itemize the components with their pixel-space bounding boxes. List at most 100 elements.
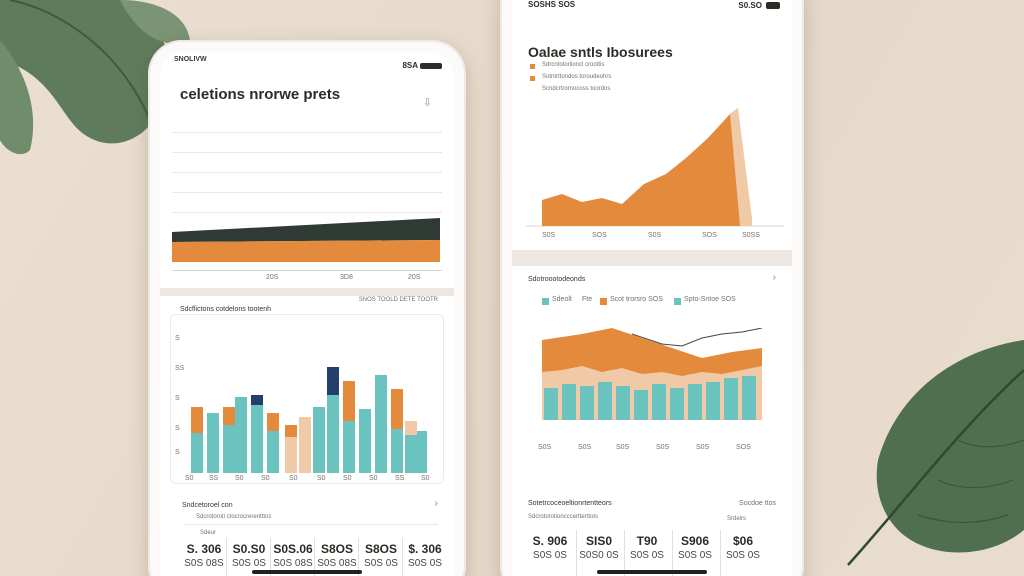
right-phone: SOSHS SOS S0.SO Oalae sntls Ibosurees Sd… [500,0,804,576]
grid-line [172,192,442,193]
legend-swatch [530,64,535,69]
stat-cell: S906 S0S 0S [672,530,721,576]
bar-section-header-right: SNOS TOOLD DETE TOOTR [358,297,438,303]
bar [670,388,684,420]
section-separator [160,288,454,296]
left-phone-screen: SNOLIVW 8SA celetions nrorwe prets ⇩ 20S… [160,52,454,576]
area-chart [526,108,784,227]
stat-label: S0S 08S [273,558,313,569]
y-tick-label: SS [175,365,185,372]
stat-cell: S8OS S0S 0S [358,538,403,576]
bar-chart-card: S SS S S S [170,314,444,484]
stats-tag: Sdeur [200,530,217,536]
stats-section-subtitle: Sdcrotoroti ctocrocrerentttos [196,514,272,520]
stats-section-subtitle: Sdcrotorotioncccertterttots [528,514,599,520]
bar [191,407,203,433]
bar [235,397,247,473]
y-tick-label: S [175,335,180,342]
stat-value: S8OS [320,542,353,556]
bar [391,389,403,429]
bar [191,433,203,473]
stat-label: S0S 0S [726,550,760,561]
stat-cell: T90 S0S 0S [624,530,673,576]
bar [285,425,297,437]
x-tick-label: S0 [317,475,326,482]
bar [391,429,403,473]
peach-area-series [730,108,752,226]
grid-line [172,172,442,173]
bar [417,431,427,473]
bar [544,388,558,420]
y-tick-label: S [175,449,180,456]
status-bar-right: S0.SO [738,1,762,10]
stat-value: S. 906 [532,534,568,548]
stats-section-header: Sotetrcoceoeltionrtentteors [528,500,612,507]
x-tick-label: 3D8 [340,274,353,281]
orange-area-series [542,108,740,226]
y-tick-label: S [175,395,180,402]
stat-label: S0S0 0S [579,550,619,561]
stat-value: S0.S0 [232,542,266,556]
bar [688,384,702,420]
drop-icon[interactable]: ⇩ [422,97,432,109]
x-tick-label: S0S [648,232,662,239]
x-tick-label: S0 [235,475,244,482]
bar [580,386,594,420]
stat-value: S8OS [364,542,397,556]
top-area-chart [172,218,440,262]
chevron-right-icon[interactable]: › [434,498,438,509]
x-tick-label: SOS [736,444,751,451]
combo-section-header: Sdotroootodeonds [528,276,586,283]
bar [616,386,630,420]
legend-swatch [600,298,607,305]
x-tick-label: 20S [266,274,279,281]
stat-label: S0S 0S [533,550,567,561]
bar [223,407,235,425]
stat-cell: S8OS S0S 08S [314,538,359,576]
battery-icon [766,2,780,9]
stat-value: T90 [636,534,658,548]
legend-item: Fte [582,296,593,303]
stat-cell: S0S.06 S0S 08S [270,538,315,576]
status-bar-right: 8SA [402,61,418,70]
bar [343,421,355,473]
bar [267,413,279,431]
stat-label: S0S 08S [184,558,224,569]
bar [375,375,387,473]
x-tick-label: S0 [289,475,298,482]
battery-icon [420,63,442,69]
bar [652,384,666,420]
chevron-right-icon[interactable]: › [772,272,776,283]
bar [343,381,355,421]
legend-item: Scot trorsro SOS [610,296,663,303]
bar [299,417,311,473]
stat-value: S906 [680,534,710,548]
axis-line [172,270,442,271]
home-indicator [252,570,362,574]
stat-value: SIS0 [585,534,612,548]
bar [207,413,219,473]
stacked-bar-chart [191,367,427,473]
bar [742,376,756,420]
bar [327,367,339,395]
stat-label: S0S 0S [678,550,712,561]
bar [285,437,297,473]
stats-tag: Srdelrs [726,516,746,522]
legend-item: Spto-Sntoe SOS [684,296,736,303]
stats-row: S. 906 S0S 0S SIS0 S0S0 0S T90 S0S 0S S9… [528,530,788,576]
stat-cell: S0.S0 S0S 0S [226,538,271,576]
legend-swatch [674,298,681,305]
stats-section-header-right: Socdoe ttos [739,500,776,507]
home-indicator [597,570,707,574]
stat-label: S0S 0S [408,558,442,569]
stat-cell: $. 306 S0S 0S [402,538,447,576]
stat-label: S0S 08S [317,558,357,569]
stat-value: S0S.06 [273,542,313,556]
bar [267,431,279,473]
x-tick-label: S0S [578,444,592,451]
bar [405,421,417,435]
combo-chart [542,328,763,420]
x-tick-label: SOS [702,232,717,239]
bar [223,425,235,473]
stats-section-header: Sndcetoroel con [182,502,233,509]
